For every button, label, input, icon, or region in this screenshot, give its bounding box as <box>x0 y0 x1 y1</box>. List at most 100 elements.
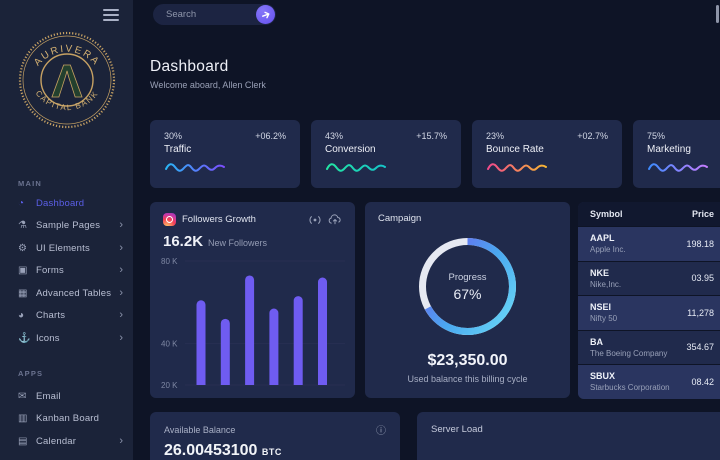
campaign-card: Campaign Progress 67% <box>365 202 570 398</box>
nav-section-main: MAIN <box>18 179 42 188</box>
stat-label: Bounce Rate <box>486 144 544 155</box>
stock-row-sbux: SBUX Starbucks Corporation 08.42 <box>578 364 720 399</box>
hamburger-icon <box>103 9 119 11</box>
chevron-right-icon: › <box>119 309 123 322</box>
sidebar-item-label: Calendar <box>36 435 77 447</box>
anchor-icon: ⚓ <box>18 332 31 344</box>
stat-card-conversion: 43% +15.7% Conversion <box>311 120 461 188</box>
sidebar-item-label: Icons <box>36 332 60 344</box>
stat-card-marketing: 75% Marketing <box>633 120 720 188</box>
stock-row-ba: BA The Boeing Company 354.67 <box>578 329 720 364</box>
svg-text:20 K: 20 K <box>161 381 178 390</box>
stocks-table-body: AAPL Apple Inc. 198.18 NKE Nike,Inc. 03.95 NSE… <box>578 226 720 399</box>
main-content: Dashboard Welcome aboard, Allen Clerk 30… <box>133 0 720 460</box>
sidebar-item-label: Email <box>36 390 61 402</box>
donut-progress-arc <box>419 238 516 335</box>
lambda-monogram: Λ <box>52 55 83 107</box>
stock-symbol: NKE <box>590 267 610 278</box>
followers-card-title: Followers Growth <box>182 214 256 225</box>
stock-price: 08.42 <box>691 376 714 387</box>
envelope-icon: ✉ <box>18 390 27 402</box>
stocks-table-header: Symbol Price <box>578 202 720 226</box>
stat-value: 30% <box>164 131 183 141</box>
cloud-upload-icon[interactable] <box>328 214 342 225</box>
sparkline-chart <box>648 163 708 172</box>
sidebar-item-label: Sample Pages <box>36 220 101 232</box>
stock-price: 11,278 <box>687 307 714 318</box>
stocks-table-card: Symbol Price AAPL Apple Inc. 198.18 NKE Nike… <box>578 202 720 399</box>
stat-delta: +02.7% <box>577 131 608 141</box>
speedometer-icon: ◔ <box>18 197 25 209</box>
followers-growth-card: Followers Growth 16.2K New Followers 80 K… <box>150 202 355 398</box>
sidebar-item-label: Dashboard <box>36 197 85 209</box>
sidebar-item-calendar[interactable]: ▤ Calendar › <box>0 430 133 453</box>
search-submit-button[interactable] <box>256 5 275 24</box>
bar <box>269 308 279 385</box>
sidebar-item-dashboard[interactable]: ◔ Dashboard <box>0 192 133 215</box>
progress-label: Progress <box>448 271 487 283</box>
stat-value: 75% <box>647 131 666 141</box>
stat-label: Conversion <box>325 144 376 155</box>
main-menu: ◔ Dashboard ⚗ Sample Pages › ⚙ UI Elements › ▣ Fo… <box>0 192 133 350</box>
chevron-right-icon: › <box>119 434 123 447</box>
bar <box>245 275 255 385</box>
sidebar: AURIVERA CAPITAL BANK Λ MAIN ◔ Dashboard ⚗… <box>0 0 133 460</box>
sidebar-item-icons[interactable]: ⚓ Icons › <box>0 327 133 350</box>
nav-section-apps: APPS <box>18 369 44 378</box>
sidebar-item-advanced-tables[interactable]: ▦ Advanced Tables › <box>0 282 133 305</box>
stock-company: Nifty 50 <box>590 314 618 324</box>
arrow-right-icon <box>261 11 270 18</box>
pie-chart-icon: ◕ <box>18 310 25 322</box>
scrollbar-thumb[interactable] <box>716 5 719 23</box>
search-input[interactable] <box>153 9 298 20</box>
column-symbol: Symbol <box>590 209 623 219</box>
progress-donut: Progress 67% <box>415 234 520 339</box>
sidebar-item-charts[interactable]: ◕ Charts › <box>0 305 133 328</box>
menu-toggle-button[interactable] <box>103 9 119 21</box>
stock-symbol: SBUX <box>590 371 616 382</box>
bar <box>318 277 327 385</box>
clipboard-icon: ▣ <box>18 265 28 277</box>
sidebar-item-label: UI Elements <box>36 242 90 254</box>
bar <box>293 296 303 385</box>
sidebar-item-ui-elements[interactable]: ⚙ UI Elements › <box>0 237 133 260</box>
stock-row-nsei: NSEI Nifty 50 11,278 <box>578 295 720 330</box>
stat-delta: +06.2% <box>255 131 286 141</box>
stock-symbol: AAPL <box>590 233 615 244</box>
chevron-right-icon: › <box>119 331 123 344</box>
stat-label: Traffic <box>164 144 192 155</box>
sparkline-chart <box>487 163 547 172</box>
aurivera-logo: AURIVERA CAPITAL BANK Λ <box>18 31 116 129</box>
balance-unit: BTC <box>261 447 282 457</box>
broadcast-icon[interactable] <box>308 215 322 225</box>
page-subtitle: Welcome aboard, Allen Clerk <box>150 80 266 90</box>
sidebar-item-sample-pages[interactable]: ⚗ Sample Pages › <box>0 215 133 238</box>
stock-symbol: BA <box>590 336 603 347</box>
middle-row: Followers Growth 16.2K New Followers 80 K… <box>150 202 720 399</box>
stock-company: The Boeing Company <box>590 348 668 358</box>
svg-text:80 K: 80 K <box>161 257 178 266</box>
sidebar-item-email[interactable]: ✉ Email <box>0 385 133 408</box>
search-bar <box>153 4 298 25</box>
campaign-title: Campaign <box>378 213 422 224</box>
campaign-amount-caption: Used balance this billing cycle <box>407 374 528 384</box>
stock-price: 198.18 <box>686 238 714 249</box>
stock-company: Apple Inc. <box>590 245 626 255</box>
sidebar-item-kanban-board[interactable]: ▥ Kanban Board <box>0 408 133 431</box>
sidebar-item-forms[interactable]: ▣ Forms › <box>0 260 133 283</box>
stock-company: Nike,Inc. <box>590 279 622 289</box>
stock-company: Starbucks Corporation <box>590 383 670 393</box>
stat-value: 43% <box>325 131 344 141</box>
kanban-icon: ▥ <box>18 413 28 425</box>
bar <box>220 318 230 385</box>
server-load-card: Server Load <box>417 412 720 460</box>
stat-card-traffic: 30% +06.2% Traffic <box>150 120 300 188</box>
info-icon[interactable]: ⓘ <box>376 426 386 437</box>
sparkline-chart <box>326 163 386 172</box>
stat-cards-row: 30% +06.2% Traffic 43% +15.7% Conversion 23% +0… <box>150 120 720 188</box>
stock-symbol: NSEI <box>590 302 612 313</box>
stat-value: 23% <box>486 131 505 141</box>
balance-value: 26.00453100 <box>164 442 258 459</box>
chevron-right-icon: › <box>119 241 123 254</box>
sidebar-item-label: Forms <box>36 265 64 277</box>
